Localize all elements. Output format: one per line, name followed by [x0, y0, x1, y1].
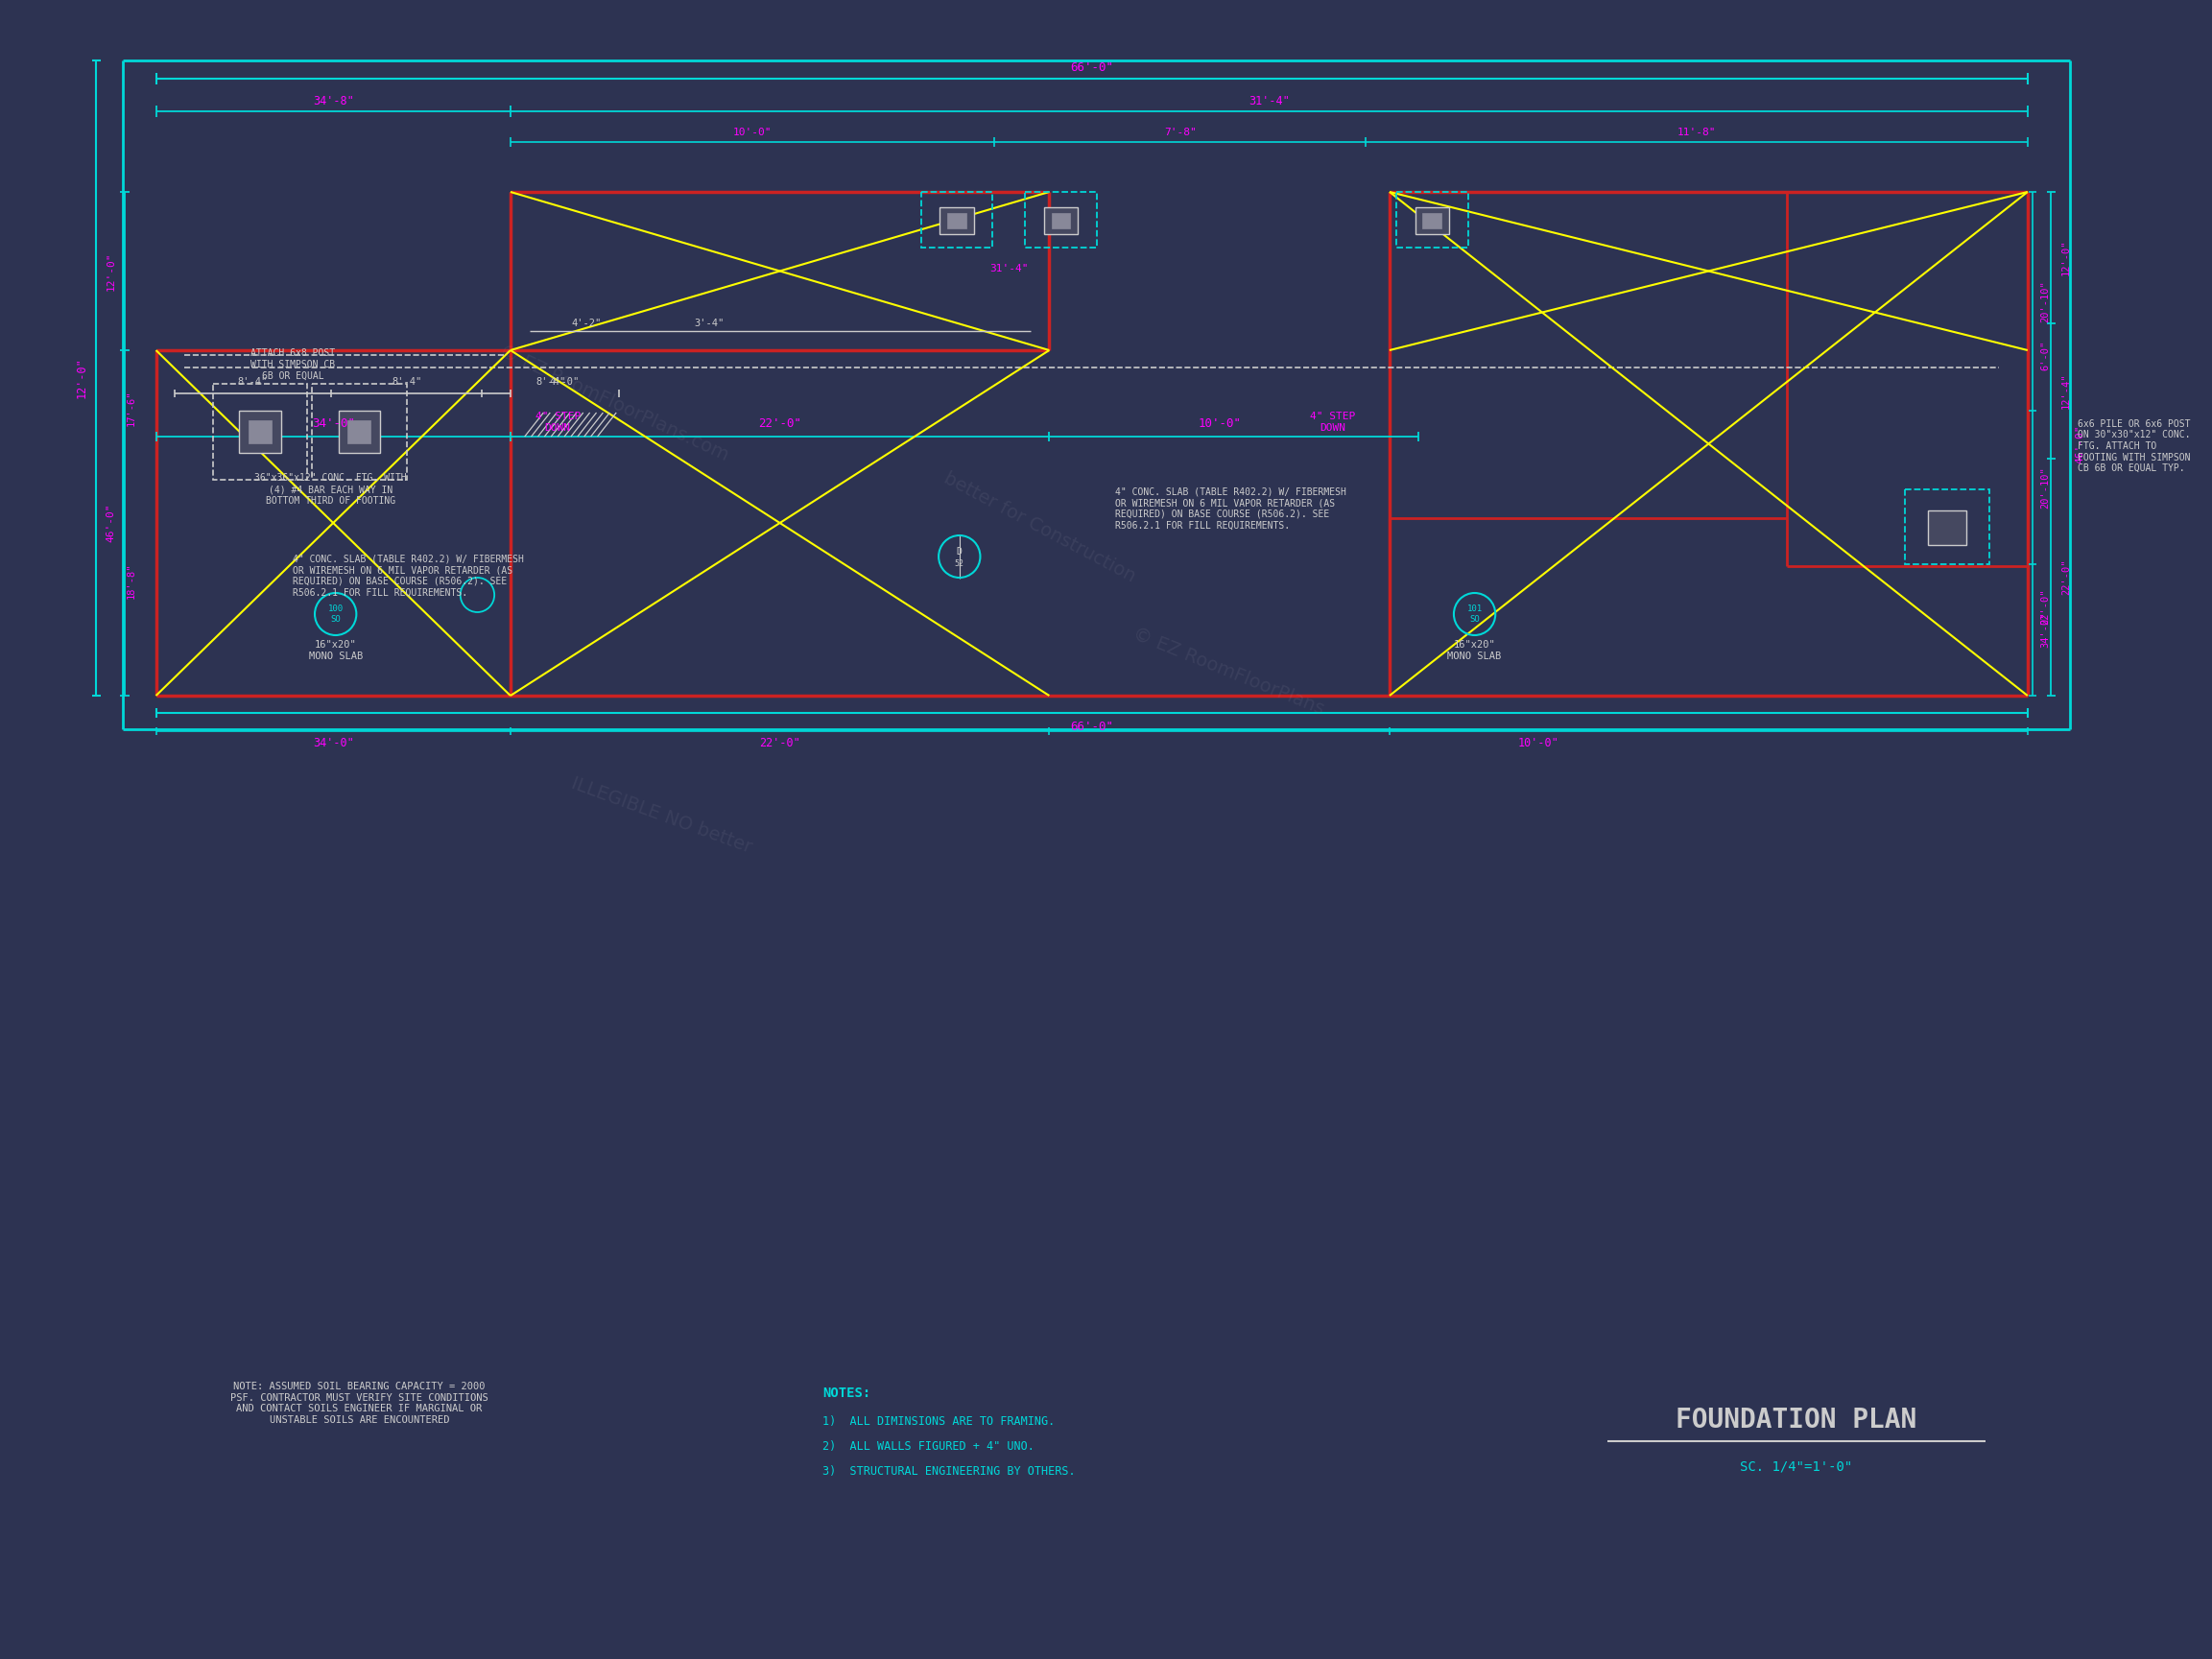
Text: 11'-8": 11'-8" [1677, 128, 1717, 138]
Text: 1)  ALL DIMINSIONS ARE TO FRAMING.: 1) ALL DIMINSIONS ARE TO FRAMING. [823, 1415, 1055, 1428]
Text: 3'-4": 3'-4" [695, 319, 723, 328]
Text: 10'-0": 10'-0" [732, 128, 772, 138]
Text: NOTE: ASSUMED SOIL BEARING CAPACITY = 2000
PSF. CONTRACTOR MUST VERIFY SITE COND: NOTE: ASSUMED SOIL BEARING CAPACITY = 20… [230, 1382, 489, 1425]
Text: 7'-8": 7'-8" [1164, 128, 1197, 138]
Bar [920, 192, 993, 247]
Bar [1024, 192, 1097, 247]
Text: 16"x20"
MONO SLAB: 16"x20" MONO SLAB [310, 640, 363, 660]
Text: 12'-0": 12'-0" [75, 358, 88, 398]
Text: © EZ RoomFloorPlans.com: © EZ RoomFloorPlans.com [498, 342, 732, 465]
Bar [947, 212, 967, 229]
Text: SC. 1/4"=1'-0": SC. 1/4"=1'-0" [1739, 1460, 1851, 1473]
Text: 20'-10": 20'-10" [2042, 466, 2051, 509]
Text: 34'-8": 34'-8" [312, 95, 354, 106]
Text: 18'-8": 18'-8" [126, 562, 137, 599]
Bar [1396, 192, 1469, 247]
Bar [338, 411, 380, 453]
Text: 66'-0": 66'-0" [1071, 720, 1113, 733]
Text: 22'-0": 22'-0" [759, 416, 801, 430]
Text: FOUNDATION PLAN: FOUNDATION PLAN [1674, 1407, 1916, 1433]
Bar [1929, 511, 1966, 546]
Text: 22'-0": 22'-0" [759, 737, 801, 748]
Text: 12'-0": 12'-0" [106, 252, 115, 290]
Text: 34'-0": 34'-0" [2042, 612, 2051, 649]
Text: 46'-0": 46'-0" [106, 503, 115, 542]
Text: ATTACH 6x8 POST
WITH SIMPSON CB
6B OR EQUAL: ATTACH 6x8 POST WITH SIMPSON CB 6B OR EQ… [250, 348, 336, 380]
Text: 46'-0": 46'-0" [2075, 425, 2084, 463]
Text: 22'-0": 22'-0" [2062, 559, 2070, 596]
Text: better for Construction: better for Construction [940, 469, 1139, 586]
Text: D: D [956, 547, 962, 556]
Text: 8'-4": 8'-4" [239, 377, 268, 387]
Text: © EZ RoomFloorPlans: © EZ RoomFloorPlans [1130, 625, 1327, 718]
Text: NOTES:: NOTES: [823, 1387, 872, 1400]
Text: 34'-0": 34'-0" [312, 737, 354, 748]
Bar [1422, 212, 1442, 229]
Bar [239, 411, 281, 453]
Text: 31'-4": 31'-4" [989, 264, 1029, 274]
Text: 4" CONC. SLAB (TABLE R402.2) W/ FIBERMESH
OR WIREMESH ON 6 MIL VAPOR RETARDER (A: 4" CONC. SLAB (TABLE R402.2) W/ FIBERMES… [1115, 488, 1347, 529]
Bar [312, 383, 407, 479]
Text: 31'-4": 31'-4" [1248, 95, 1290, 106]
Text: 4" STEP
DOWN: 4" STEP DOWN [535, 411, 580, 433]
Bar [1416, 207, 1449, 234]
Text: 100
SO: 100 SO [327, 606, 343, 624]
Text: 4" CONC. SLAB (TABLE R402.2) W/ FIBERMESH
OR WIREMESH ON 6 MIL VAPOR RETARDER (A: 4" CONC. SLAB (TABLE R402.2) W/ FIBERMES… [292, 554, 524, 597]
Bar [1905, 489, 1991, 564]
Bar [347, 420, 372, 443]
Text: 4" STEP
DOWN: 4" STEP DOWN [1310, 411, 1356, 433]
Text: 52: 52 [956, 559, 964, 567]
Text: 4'-2": 4'-2" [571, 319, 602, 328]
Text: 3)  STRUCTURAL ENGINEERING BY OTHERS.: 3) STRUCTURAL ENGINEERING BY OTHERS. [823, 1465, 1075, 1478]
Text: 12'-4": 12'-4" [2062, 373, 2070, 408]
Bar [1044, 207, 1077, 234]
Text: 34'-0": 34'-0" [312, 416, 354, 430]
Text: 17'-6": 17'-6" [126, 390, 137, 426]
Text: 2)  ALL WALLS FIGURED + 4" UNO.: 2) ALL WALLS FIGURED + 4" UNO. [823, 1440, 1035, 1453]
Text: 8'-4": 8'-4" [535, 377, 566, 387]
Text: 10'-0": 10'-0" [1517, 737, 1559, 748]
Text: 36"x36"x12" CONC. FTG. WITH
(4) #4 BAR EACH WAY IN
BOTTOM THIRD OF FOOTING: 36"x36"x12" CONC. FTG. WITH (4) #4 BAR E… [254, 473, 407, 506]
Text: ILLEGIBLE NO better: ILLEGIBLE NO better [568, 775, 754, 856]
Text: 20'-10": 20'-10" [2042, 280, 2051, 322]
Text: 6'-0": 6'-0" [2042, 340, 2051, 370]
Text: 10'-0": 10'-0" [1197, 416, 1241, 430]
Text: 101
SO: 101 SO [1467, 606, 1482, 624]
Text: 6x6 PILE OR 6x6 POST
ON 30"x30"x12" CONC.
FTG. ATTACH TO
FOOTING WITH SIMPSON
CB: 6x6 PILE OR 6x6 POST ON 30"x30"x12" CONC… [2077, 420, 2190, 473]
Text: 22'-0": 22'-0" [2042, 589, 2051, 625]
Text: 8'-4": 8'-4" [392, 377, 422, 387]
Bar [1051, 212, 1071, 229]
Text: 4'-0": 4'-0" [551, 377, 580, 387]
Bar [212, 383, 307, 479]
Text: 12'-0": 12'-0" [2062, 239, 2070, 275]
Text: 66'-0": 66'-0" [1071, 61, 1113, 73]
Text: 16"x20"
MONO SLAB: 16"x20" MONO SLAB [1447, 640, 1502, 660]
Bar [248, 420, 272, 443]
Bar [940, 207, 973, 234]
